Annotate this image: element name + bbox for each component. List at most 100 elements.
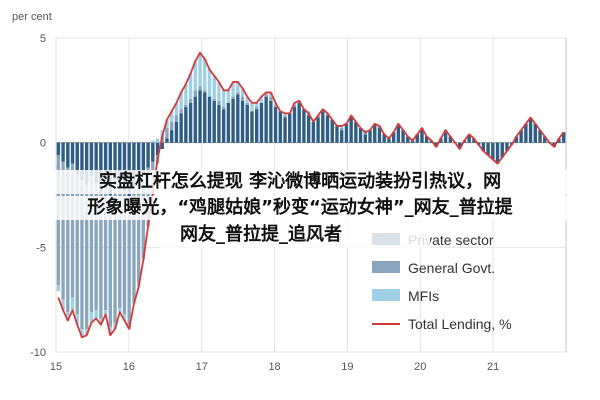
bar (401, 130, 405, 143)
bar (311, 121, 316, 143)
x-tick-label: 20 (414, 361, 426, 373)
bar (108, 195, 113, 327)
bar (70, 142, 75, 164)
bar (240, 96, 245, 101)
bar (236, 94, 240, 143)
bar (66, 142, 70, 168)
bar (524, 123, 528, 143)
bar (188, 102, 193, 143)
bar (557, 138, 561, 143)
bar (339, 130, 344, 143)
bar (491, 142, 495, 160)
bar (160, 142, 164, 149)
bar (169, 130, 174, 143)
bar (486, 142, 490, 156)
bar (203, 92, 207, 143)
bar (481, 142, 486, 152)
plot-frame (55, 37, 567, 353)
bar (514, 136, 519, 143)
bar (325, 115, 330, 143)
legend-swatch (372, 261, 400, 273)
bar (344, 123, 349, 143)
bar (212, 75, 216, 99)
bar (543, 136, 547, 143)
total-lending-line (57, 51, 565, 339)
bar (552, 142, 556, 147)
bar (391, 132, 396, 143)
bar (519, 130, 523, 143)
bar (288, 113, 292, 143)
bar (231, 81, 235, 97)
bar (283, 115, 287, 118)
bar (198, 86, 202, 91)
bar (61, 161, 65, 300)
bar (217, 100, 221, 105)
bar (382, 134, 386, 143)
bar (292, 104, 297, 108)
bar (66, 312, 70, 321)
bar (127, 197, 131, 325)
bar (259, 96, 264, 103)
bar (259, 102, 264, 143)
bar (141, 142, 146, 175)
bar (99, 142, 103, 193)
bar (448, 136, 453, 143)
bar (264, 94, 268, 97)
bar (339, 125, 344, 129)
bar (306, 115, 311, 143)
x-tick-label: 19 (341, 361, 353, 373)
y-axis-label: per cent (12, 11, 52, 23)
y-tick-label: 5 (40, 33, 46, 45)
bar (136, 142, 141, 181)
bar (80, 142, 84, 181)
bar (533, 123, 538, 143)
bar (184, 84, 188, 105)
bar (245, 102, 249, 105)
bar (80, 328, 84, 338)
bar (61, 142, 65, 162)
bar (273, 107, 278, 143)
bar (212, 98, 216, 101)
bar (231, 98, 235, 143)
bar (179, 113, 183, 143)
bar (198, 90, 202, 143)
bar (302, 109, 306, 143)
bar (169, 111, 174, 122)
bar (94, 310, 98, 319)
bar (349, 117, 353, 143)
bar (363, 134, 368, 143)
bar (396, 125, 401, 143)
bar (122, 314, 127, 321)
bar (127, 142, 131, 198)
bar (377, 128, 382, 143)
bar (193, 96, 198, 143)
bar (94, 182, 98, 311)
legend-label: Total Lending, % (408, 316, 512, 332)
bar (561, 132, 566, 143)
bar (169, 121, 174, 131)
bar (61, 299, 65, 311)
bar (89, 176, 94, 313)
bar (108, 326, 113, 336)
bar (358, 128, 363, 143)
line-series (57, 51, 565, 339)
bar (231, 96, 235, 99)
bar (221, 90, 226, 108)
bar (297, 102, 301, 143)
bar (505, 142, 509, 152)
bar (321, 111, 325, 143)
bar (292, 107, 297, 143)
bar (368, 130, 372, 143)
bar (179, 109, 183, 114)
bar (354, 121, 358, 143)
bar (56, 155, 61, 286)
bar (193, 90, 198, 97)
bar (188, 98, 193, 103)
x-tick-label: 18 (268, 361, 280, 373)
bar (236, 92, 240, 95)
bar (165, 128, 169, 139)
y-tick-label: -10 (30, 347, 46, 359)
x-tick-label: 16 (123, 361, 135, 373)
bar (240, 88, 245, 97)
bar (283, 117, 287, 143)
